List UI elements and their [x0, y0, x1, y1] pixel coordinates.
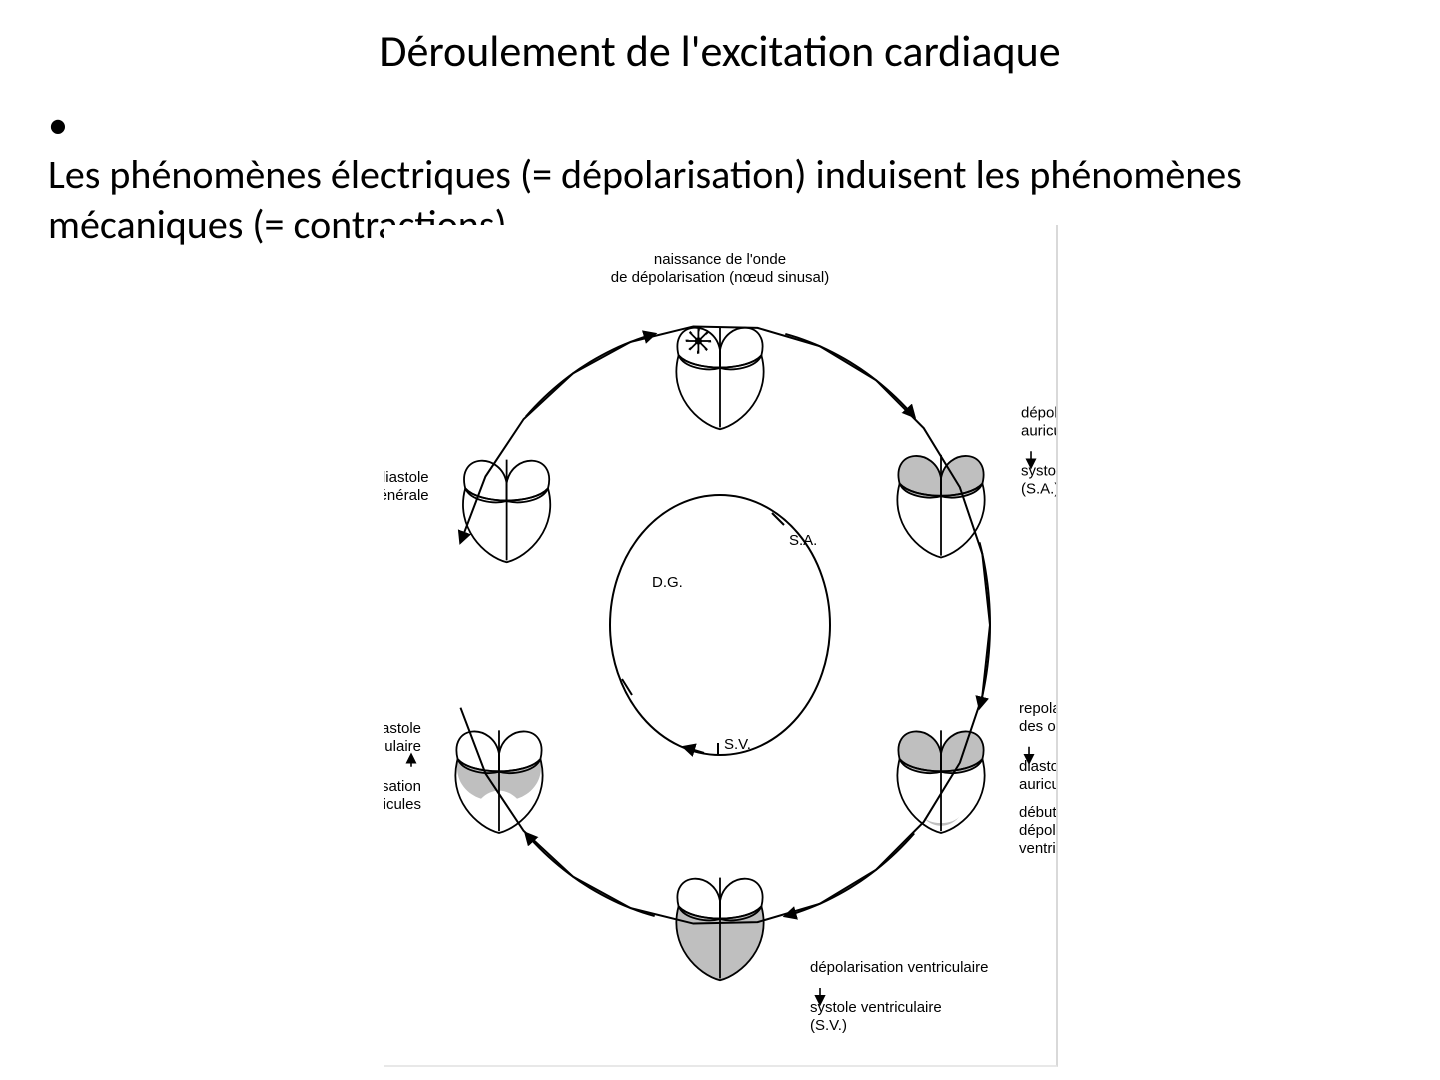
- slide-title: Déroulement de l'excitation cardiaque: [0, 24, 1440, 78]
- svg-text:de dépolarisation (nœud sinusa: de dépolarisation (nœud sinusal): [611, 269, 829, 286]
- center-oval: D.G. S.A. S.V.: [610, 495, 830, 755]
- svg-text:(S.V.): (S.V.): [810, 1017, 847, 1034]
- svg-text:auriculaire: auriculaire: [1021, 422, 1056, 439]
- label-n4: dépolarisation ventriculaire systole vent…: [810, 959, 988, 1034]
- svg-text:systole auriculaire: systole auriculaire: [1021, 462, 1056, 479]
- svg-text:diastole: diastole: [384, 720, 421, 737]
- svg-text:dépolarisation: dépolarisation: [1021, 404, 1056, 421]
- label-n6: diastolegénérale: [384, 469, 429, 504]
- svg-text:diastole: diastole: [1019, 758, 1056, 775]
- svg-text:générale: générale: [384, 487, 429, 504]
- center-label-dg: D.G.: [652, 574, 683, 591]
- label-n3: repolarisationdes oreillettes diastoleaur…: [1019, 700, 1056, 857]
- svg-text:systole ventriculaire: systole ventriculaire: [810, 999, 942, 1016]
- svg-text:naissance de l'onde: naissance de l'onde: [654, 251, 786, 268]
- center-label-sa: S.A.: [789, 532, 817, 549]
- svg-text:(S.A.): (S.A.): [1021, 480, 1056, 497]
- svg-text:repolarisation: repolarisation: [1019, 700, 1056, 717]
- label-n5: diastoleventriculaire repolarisationdes v…: [384, 720, 421, 813]
- outer-arrows: [460, 326, 990, 923]
- svg-text:ventriculaire: ventriculaire: [1019, 840, 1056, 857]
- svg-text:auriculaire: auriculaire: [1019, 776, 1056, 793]
- svg-text:dépolarisation ventriculaire: dépolarisation ventriculaire: [810, 959, 988, 976]
- label-n2: dépolarisationauriculaire systole auricul…: [1021, 404, 1056, 497]
- svg-text:début de la: début de la: [1019, 804, 1056, 821]
- svg-text:des ventricules: des ventricules: [384, 796, 421, 813]
- center-label-sv: S.V.: [724, 736, 751, 753]
- svg-text:ventriculaire: ventriculaire: [384, 738, 421, 755]
- bullet-dot: •: [48, 100, 82, 150]
- svg-text:dépolarisation: dépolarisation: [1019, 822, 1056, 839]
- hearts-group: [455, 327, 984, 981]
- cardiac-cycle-figure: D.G. S.A. S.V. naissance de l'ondede dép…: [384, 225, 1058, 1067]
- svg-text:repolarisation: repolarisation: [384, 778, 421, 795]
- svg-text:diastole: diastole: [384, 469, 429, 486]
- svg-text:des oreillettes: des oreillettes: [1019, 718, 1056, 735]
- label-n1: naissance de l'ondede dépolarisation (nœ…: [611, 251, 829, 286]
